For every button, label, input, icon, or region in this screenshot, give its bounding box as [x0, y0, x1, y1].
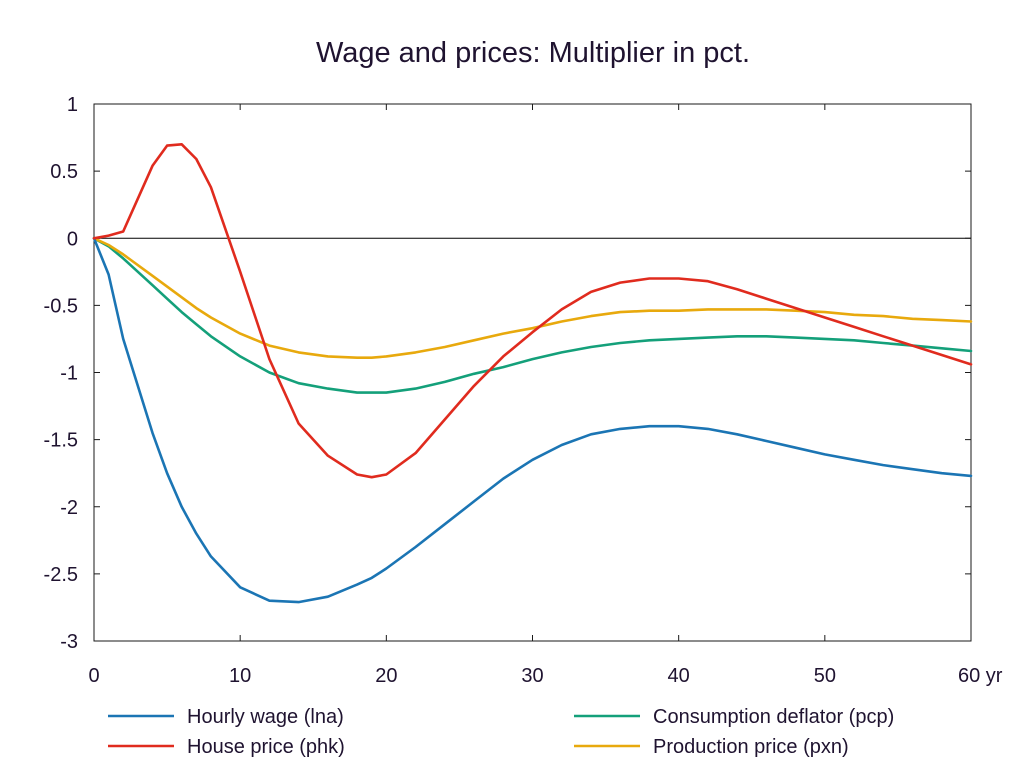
legend-label: Hourly wage (lna)	[187, 706, 344, 728]
series-line-house-price-phk	[92, 143, 973, 479]
y-tick-label: -2	[60, 497, 78, 519]
y-tick-label: 1	[67, 94, 78, 116]
y-tick-label: 0	[67, 228, 78, 250]
y-tick-label: -0.5	[44, 295, 78, 317]
x-tick-label: 0	[88, 665, 99, 687]
x-tick-label: 10	[229, 665, 251, 687]
legend: Hourly wage (lna) Consumption deflator (p…	[108, 706, 894, 758]
x-tick-label: 50	[814, 665, 836, 687]
x-tick-label: 30	[521, 665, 543, 687]
legend-item: House price (phk)	[108, 736, 345, 758]
legend-item: Hourly wage (lna)	[108, 706, 344, 728]
chart-title: Wage and prices: Multiplier in pct.	[316, 37, 750, 69]
y-tick-label: -1	[60, 363, 78, 385]
plot-frame	[93, 103, 972, 642]
y-tick-label: -2.5	[44, 564, 78, 586]
legend-label: House price (phk)	[187, 736, 345, 758]
legend-label: Production price (pxn)	[653, 736, 849, 758]
y-tick-label: -3	[60, 631, 78, 653]
y-tick-label: -1.5	[44, 430, 78, 452]
y-tick-label: 0.5	[50, 161, 78, 183]
series-line-consumption-deflator-pcp	[92, 237, 973, 394]
x-tick-label: 60 yr	[958, 665, 1003, 687]
x-tick-label: 40	[668, 665, 690, 687]
legend-item: Consumption deflator (pcp)	[574, 706, 894, 728]
series-line-hourly-wage-lna	[92, 237, 973, 604]
legend-label: Consumption deflator (pcp)	[653, 706, 894, 728]
x-tick-label: 20	[375, 665, 397, 687]
plot-area: 1 0.5 0 -0.5 -1 -1.5 -2 -2.5 -3 0 10 20 30 40 50 60 yr	[44, 94, 1003, 687]
legend-item: Production price (pxn)	[574, 736, 849, 758]
